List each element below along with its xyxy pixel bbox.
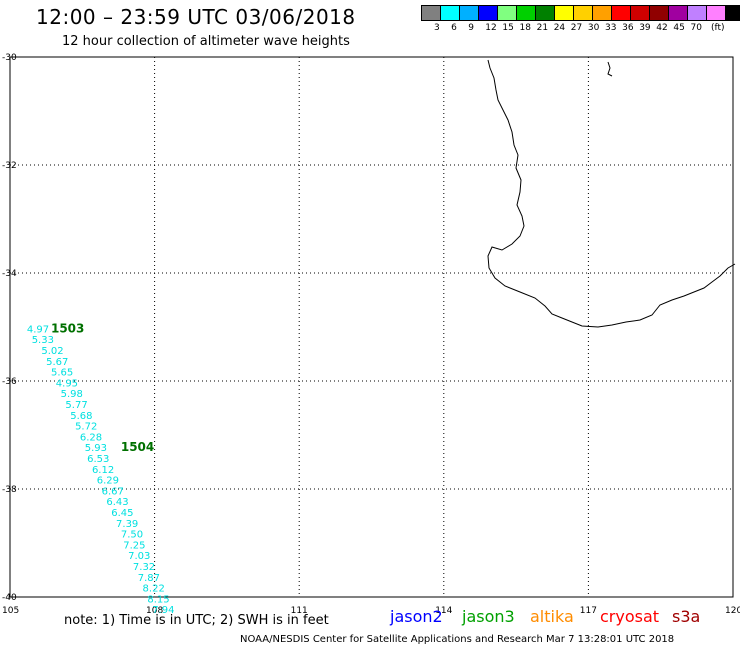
scale-label: 12	[485, 23, 497, 33]
graticule	[10, 57, 733, 597]
satellite-label-cryosat: cryosat	[600, 607, 660, 626]
latitude-label: -34	[2, 269, 17, 279]
scale-label: 30	[587, 23, 600, 33]
wave-height-value: 7.32	[133, 562, 155, 573]
satellite-label-s3a: s3a	[672, 607, 701, 626]
scale-unit: (ft)	[711, 23, 725, 33]
wave-height-value: 5.02	[41, 346, 63, 357]
wave-height-value: 7.25	[123, 540, 145, 551]
wave-height-value: 6.29	[97, 476, 119, 487]
wave-height-value: 6.67	[102, 486, 124, 497]
longitude-label: 117	[580, 606, 597, 616]
map-title: 12:00 – 23:59 UTC 03/06/2018	[36, 5, 356, 29]
footer-note: note: 1) Time is in UTC; 2) SWH is in fe…	[64, 613, 329, 628]
footer-credit: NOAA/NESDIS Center for Satellite Applica…	[240, 634, 675, 645]
wave-height-value: 7.94	[152, 605, 174, 616]
wave-height-value: 6.45	[111, 508, 133, 519]
scale-label: 6	[451, 23, 457, 33]
coastline-island	[607, 61, 613, 77]
latitude-label: -40	[2, 593, 17, 603]
satellite-label-jason3: jason3	[462, 607, 515, 626]
track-labels: 1503 1504	[51, 321, 154, 454]
wave-height-value: 5.67	[46, 357, 68, 368]
scale-label: 15	[502, 23, 514, 33]
wave-height-value: 4.95	[56, 378, 78, 389]
scale-label: 42	[656, 23, 668, 33]
wave-height-value: 6.53	[87, 454, 109, 465]
scale-label: 39	[639, 23, 651, 33]
wave-height-value: 5.93	[85, 443, 107, 454]
color-scale-labels: (ft) 3 6 9 12 15 18 21 24 27 30 33 36 39 42 45 70	[421, 23, 740, 35]
wave-height-value: 5.77	[65, 400, 87, 411]
latitude-label: -38	[2, 485, 17, 495]
wave-height-value: 5.33	[32, 335, 54, 346]
axis-labels: 105 108 111 114 117 120 -30 -32 -34 -36 -38 -40	[2, 53, 740, 616]
wave-height-value: 6.43	[106, 497, 128, 508]
scale-swatch	[725, 5, 740, 21]
satellite-label-jason2: jason2	[390, 607, 443, 626]
longitude-label: 114	[435, 606, 452, 616]
wave-height-value: 5.72	[75, 422, 97, 433]
longitude-label: 108	[146, 606, 163, 616]
scale-label: 70	[690, 23, 702, 33]
scale-label: 3	[434, 23, 440, 33]
scale-label: 45	[673, 23, 685, 33]
track-label: 1503	[51, 321, 84, 335]
wave-height-value: 5.68	[70, 411, 92, 422]
latitude-label: -32	[2, 161, 17, 171]
wave-height-value: 6.12	[92, 465, 114, 476]
wave-height-value: 5.98	[61, 389, 83, 400]
latitude-label: -30	[2, 53, 17, 63]
scale-label: 9	[468, 23, 474, 33]
map-subtitle: 12 hour collection of altimeter wave hei…	[62, 34, 350, 49]
scale-label: 24	[553, 23, 566, 33]
color-scale-swatches	[421, 5, 740, 21]
longitude-label: 120	[725, 606, 740, 616]
scale-label: 18	[519, 23, 531, 33]
wave-height-value: 7.87	[138, 573, 160, 584]
wave-height-value: 5.65	[51, 368, 73, 379]
wave-height-value: 8.15	[147, 594, 169, 605]
wave-height-value: 7.50	[121, 530, 143, 541]
latitude-label: -36	[2, 377, 17, 387]
wave-height-value: 4.97	[27, 324, 49, 335]
scale-label: 27	[570, 23, 583, 33]
wave-height-track: 4.975.335.025.675.654.955.985.775.685.72…	[27, 324, 175, 616]
longitude-label: 105	[2, 606, 19, 616]
wave-height-value: 7.39	[116, 519, 138, 530]
scale-label: 33	[605, 23, 617, 33]
track-label: 1504	[121, 440, 154, 454]
map-frame	[9, 56, 734, 598]
satellite-label-altika: altika	[530, 607, 574, 626]
coastline-australia	[487, 59, 736, 328]
wave-height-value: 6.28	[80, 432, 102, 443]
wave-height-value: 8.22	[143, 584, 165, 595]
scale-label: 36	[622, 23, 634, 33]
color-scale-legend: (ft) 3 6 9 12 15 18 21 24 27 30 33 36 39 42 45 70	[421, 5, 740, 33]
longitude-label: 111	[291, 606, 308, 616]
wave-height-value: 7.03	[128, 551, 150, 562]
scale-label: 21	[536, 23, 549, 33]
